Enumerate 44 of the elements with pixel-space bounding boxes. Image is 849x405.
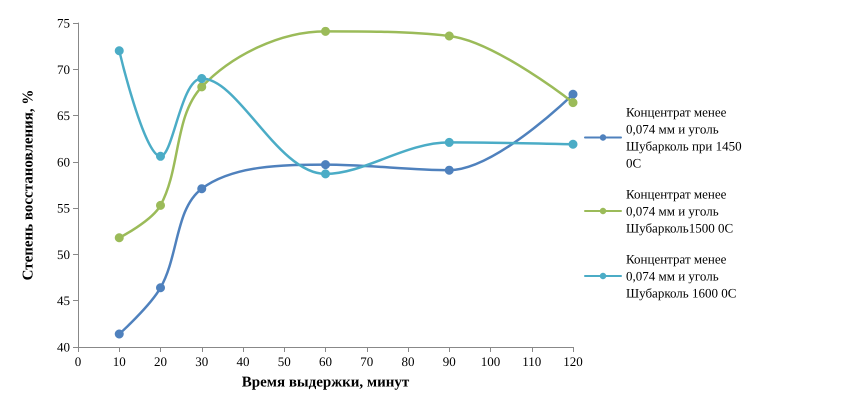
point [114,46,124,56]
x-tick-label: 40 [236,354,250,369]
point [197,184,206,194]
y-tick-label: 60 [57,154,70,170]
legend-label: Концентрат менее 0,074 мм и уголь Шубарколь 1600 0С [626,252,736,300]
point [114,330,124,339]
y-tick-label: 45 [57,293,70,308]
legend-label: Концентрат менее 0,074 мм и уголь Шубарколь1500 0С [626,186,734,236]
point [568,98,578,108]
point [321,169,330,178]
x-tick-label: 70 [360,354,374,369]
point [321,160,330,170]
point [197,82,206,92]
x-tick-label: 120 [563,354,583,369]
x-tick-label: 20 [154,354,167,369]
point [156,283,165,292]
x-tick-label: 100 [480,354,500,369]
point [156,152,165,161]
x-tick-label: 80 [402,354,414,369]
x-tick-label: 10 [112,354,126,369]
x-tick-label: 110 [522,354,542,369]
point [197,74,206,84]
x-tick-label: 50 [278,354,291,369]
legend-label: Концентрат менее 0,074 мм и уголь Шубарколь при 1450 0С [626,104,745,170]
x-tick-label: 0 [74,354,82,369]
point [156,200,165,210]
x-tick-label: 90 [442,354,456,369]
y-tick-label: 55 [57,200,70,216]
y-tick-label: 70 [57,62,70,77]
x-axis-title: Время выдержки, минут [242,374,410,390]
point [444,166,454,175]
x-tick-label: 60 [319,354,332,369]
point [568,140,578,149]
point [568,90,578,99]
point [444,138,454,147]
x-tick-label: 30 [195,354,208,369]
point [114,233,124,242]
point [321,26,330,36]
y-tick-label: 75 [57,16,70,30]
y-tick-label: 50 [57,246,70,262]
y-axis-title: Степень восстановления, % [20,90,36,280]
y-tick-label: 40 [57,340,70,354]
point [444,31,454,40]
y-tick-label: 65 [57,108,70,124]
